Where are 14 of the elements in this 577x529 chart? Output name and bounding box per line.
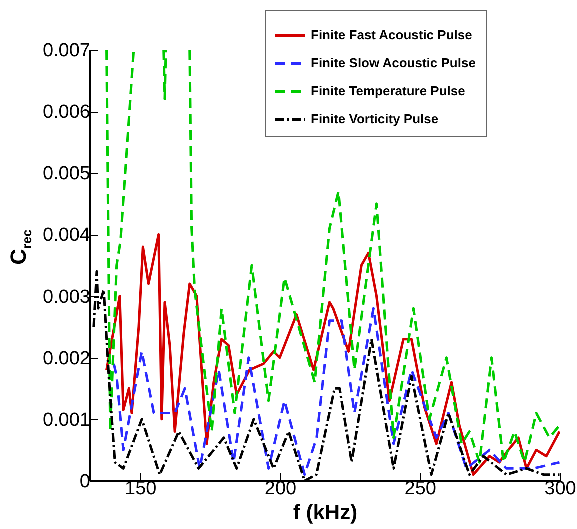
x-axis-title: f (kHz) (293, 502, 358, 524)
y-tick-label: 0.002 (42, 348, 90, 370)
y-tick-label: 0.005 (42, 164, 90, 185)
y-tick-label: 0.007 (42, 40, 90, 62)
y-tick-label: 0.001 (42, 410, 90, 431)
legend-label: Finite Vorticity Pulse (311, 112, 439, 126)
line-series (112, 307, 560, 476)
y-tick-label: 0.003 (42, 286, 90, 308)
y-tick-label: 0.004 (42, 225, 91, 246)
y-tick-label: 0.006 (42, 102, 90, 124)
y-tick-label: 0 (80, 472, 90, 492)
legend-label: Finite Fast Acoustic Pulse (311, 28, 472, 42)
legend-label: Finite Temperature Pulse (311, 84, 466, 98)
legend-label: Finite Slow Acoustic Pulse (311, 56, 476, 70)
